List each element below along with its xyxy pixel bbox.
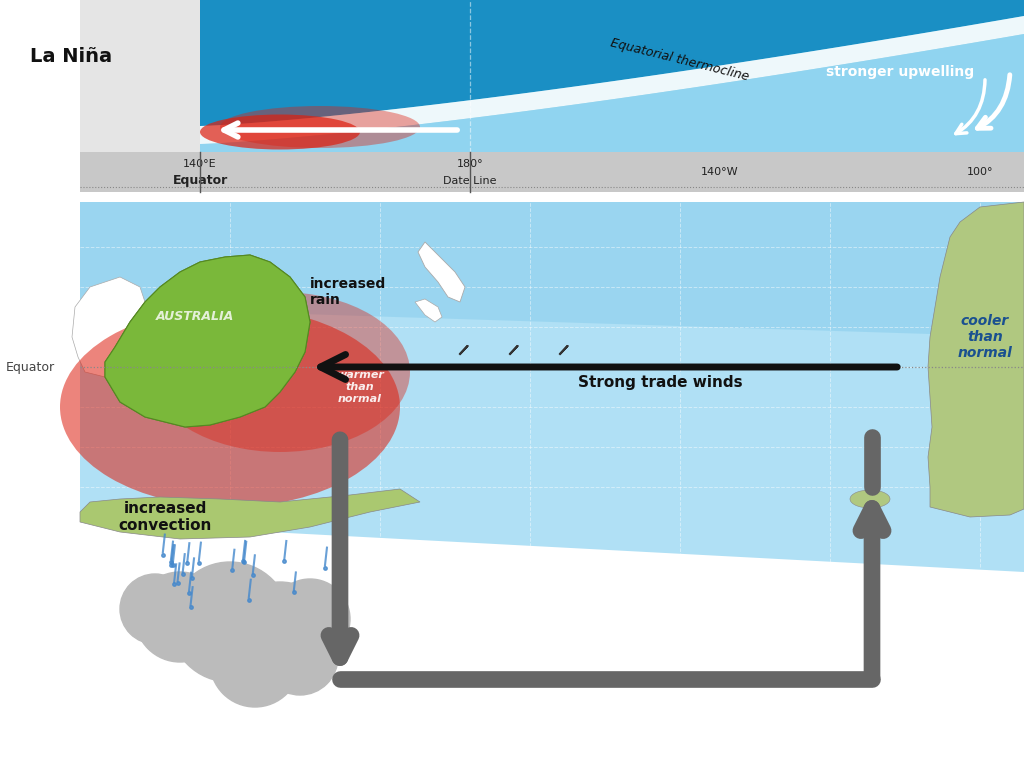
Bar — [80, 152, 1024, 192]
Circle shape — [262, 619, 338, 695]
Circle shape — [225, 582, 335, 692]
Polygon shape — [200, 16, 1024, 144]
Text: Equator: Equator — [172, 174, 227, 187]
Text: La Niña: La Niña — [30, 48, 112, 67]
Text: 180°: 180° — [457, 159, 483, 169]
Text: Equatorial thermocline: Equatorial thermocline — [609, 36, 751, 83]
Bar — [200, 0, 1024, 152]
Polygon shape — [928, 202, 1024, 517]
Polygon shape — [200, 34, 1024, 152]
Text: cooler
than
normal: cooler than normal — [957, 314, 1013, 360]
Text: 140°E: 140°E — [183, 159, 217, 169]
Polygon shape — [418, 242, 465, 302]
Bar — [148, 592, 323, 622]
Polygon shape — [105, 255, 310, 427]
Polygon shape — [72, 277, 145, 377]
Polygon shape — [415, 299, 442, 322]
Ellipse shape — [60, 307, 400, 507]
Polygon shape — [80, 489, 420, 539]
Bar — [80, 0, 200, 152]
Polygon shape — [105, 255, 310, 427]
Ellipse shape — [220, 106, 420, 148]
Ellipse shape — [200, 114, 360, 150]
Text: AUSTRALIA: AUSTRALIA — [156, 311, 234, 324]
Polygon shape — [200, 0, 1024, 126]
Ellipse shape — [150, 292, 410, 452]
Text: Date Line: Date Line — [443, 176, 497, 186]
Polygon shape — [80, 202, 1024, 572]
Text: warmer
than
normal: warmer than normal — [336, 370, 384, 403]
Text: 100°: 100° — [967, 167, 993, 177]
Circle shape — [120, 574, 190, 644]
Circle shape — [135, 572, 225, 662]
Text: Equator: Equator — [6, 360, 55, 374]
Text: stronger upwelling: stronger upwelling — [826, 65, 974, 79]
Text: Strong trade winds: Strong trade winds — [578, 374, 742, 390]
Circle shape — [210, 617, 300, 707]
Text: increased
rain: increased rain — [310, 277, 386, 307]
Circle shape — [270, 579, 350, 659]
Text: increased
convection: increased convection — [119, 501, 212, 533]
Circle shape — [170, 562, 290, 682]
Polygon shape — [80, 202, 1024, 337]
Ellipse shape — [850, 490, 890, 508]
Text: 140°W: 140°W — [701, 167, 738, 177]
